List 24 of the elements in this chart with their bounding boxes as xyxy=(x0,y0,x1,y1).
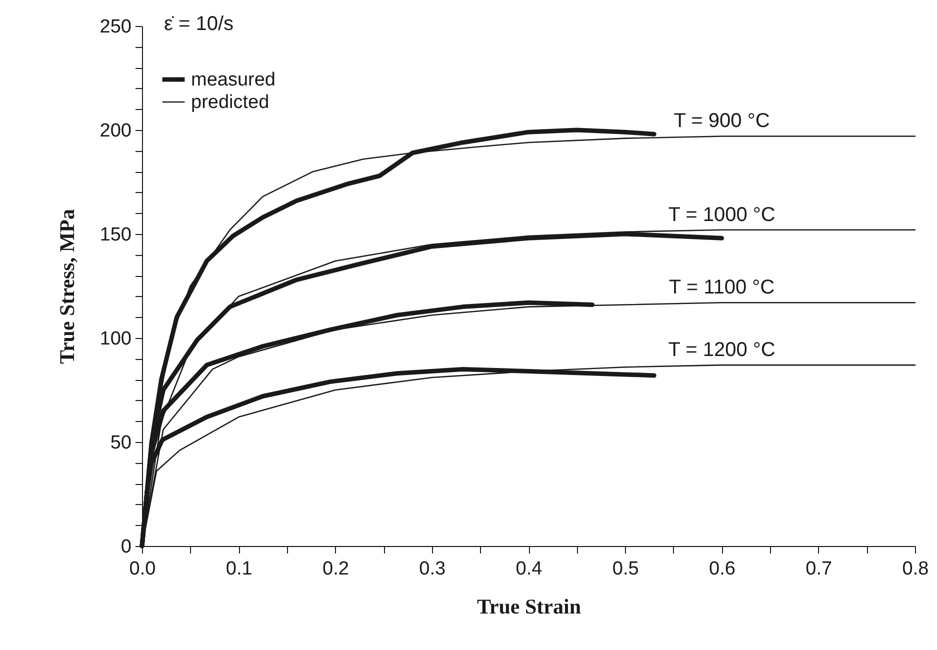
x-tick-label: 0.6 xyxy=(709,558,736,580)
x-tick-label: 0.8 xyxy=(902,558,929,580)
x-tick-label: 0.3 xyxy=(419,558,446,580)
y-axis-title: True Stress, MPa xyxy=(54,208,79,364)
x-tick-label: 0.2 xyxy=(322,558,349,580)
y-tick-label: 100 xyxy=(100,328,132,350)
x-tick-label: 0.0 xyxy=(129,558,156,580)
y-tick-label: 50 xyxy=(110,432,132,454)
y-tick-label: 250 xyxy=(100,16,132,38)
y-tick-label: 0 xyxy=(120,536,132,558)
annotation: ε̇ = 10/s xyxy=(164,13,234,35)
annotation: T = 900 °C xyxy=(674,110,770,132)
x-tick-label: 0.5 xyxy=(612,558,639,580)
annotation: T = 1200 °C xyxy=(668,339,776,362)
x-tick-label: 0.4 xyxy=(516,558,543,580)
x-axis-title: True Strain xyxy=(476,594,582,618)
y-tick-label: 200 xyxy=(100,120,132,142)
annotation: T = 1100 °C xyxy=(668,276,775,299)
y-tick-label: 150 xyxy=(100,224,132,246)
x-tick-label: 0.7 xyxy=(806,558,832,580)
legend-label: measured xyxy=(191,70,276,90)
legend-label: predicted xyxy=(191,92,270,113)
x-tick-label: 0.1 xyxy=(226,558,252,580)
annotation: T = 1000 °C xyxy=(668,204,776,226)
